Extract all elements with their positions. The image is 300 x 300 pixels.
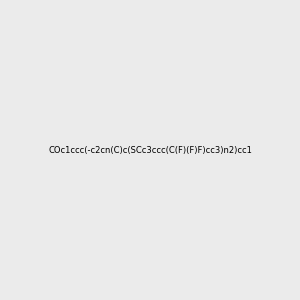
Text: COc1ccc(-c2cn(C)c(SCc3ccc(C(F)(F)F)cc3)n2)cc1: COc1ccc(-c2cn(C)c(SCc3ccc(C(F)(F)F)cc3)n… (48, 146, 252, 154)
